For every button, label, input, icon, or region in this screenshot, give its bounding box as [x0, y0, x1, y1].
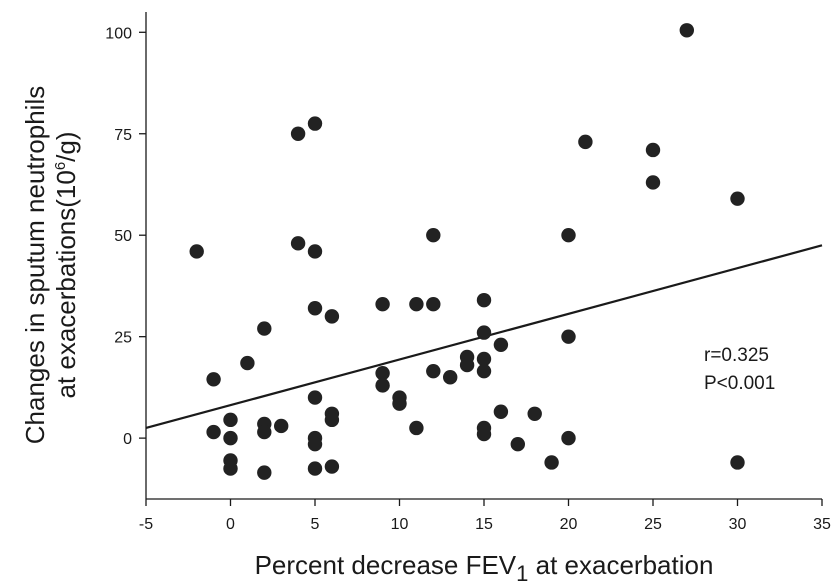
data-point [510, 437, 525, 452]
data-point [476, 426, 492, 442]
data-point [679, 23, 694, 38]
x-tick-label: 10 [391, 516, 409, 533]
data-point [392, 396, 407, 411]
x-tick-label: 0 [226, 516, 235, 533]
data-point [527, 406, 542, 421]
y-tick-label: 100 [105, 25, 132, 42]
x-tick-label: 15 [475, 516, 493, 533]
data-point [257, 465, 272, 480]
data-point [426, 228, 441, 243]
data-point [476, 351, 492, 367]
x-tick-label: 25 [644, 516, 662, 533]
data-point [223, 412, 238, 428]
data-point [493, 337, 509, 352]
data-point [223, 430, 238, 446]
data-point [324, 309, 340, 324]
data-point [189, 244, 204, 259]
y-tick-label: 25 [114, 330, 132, 347]
data-point [645, 142, 661, 158]
data-point [561, 228, 576, 243]
y-tick-label: 75 [114, 127, 132, 144]
correlation-annotation: r=0.325 [704, 345, 769, 366]
data-point [544, 455, 559, 470]
x-tick-label: 30 [729, 516, 747, 533]
x-axis-title: Percent decrease FEV1 at exacerbation [255, 550, 714, 585]
data-point [307, 244, 323, 259]
x-axis-ticks: -5 0 5 10 15 20 25 30 35 [139, 499, 831, 533]
data-point [645, 175, 661, 190]
data-point [409, 297, 424, 312]
data-point [459, 357, 475, 373]
data-point [476, 325, 492, 340]
x-tick-label: 35 [813, 516, 831, 533]
data-point [443, 370, 458, 385]
data-point [493, 404, 509, 419]
data-point [375, 365, 390, 381]
data-point [257, 321, 272, 336]
data-points [189, 23, 745, 480]
y-axis-title-line2: at exacerbations(106/g) [51, 131, 81, 398]
data-point [206, 372, 221, 387]
data-point [257, 424, 272, 440]
data-point [223, 461, 238, 476]
data-point [730, 191, 745, 206]
data-point [307, 461, 323, 476]
data-point [426, 363, 441, 379]
x-tick-label: 20 [560, 516, 578, 533]
data-point [730, 455, 745, 470]
data-point [324, 412, 340, 428]
data-point [307, 116, 323, 131]
data-point [274, 418, 289, 434]
y-tick-label: 50 [114, 228, 132, 245]
p-value-annotation: P<0.001 [704, 373, 775, 394]
data-point [561, 430, 576, 446]
data-point [324, 459, 340, 474]
data-point [375, 378, 390, 393]
data-point [307, 390, 323, 405]
data-point [290, 126, 306, 141]
data-point [561, 329, 576, 344]
x-tick-label: -5 [139, 516, 153, 533]
data-point [578, 134, 593, 150]
axes: -5 0 5 10 15 20 25 30 35 0 25 50 75 100 [105, 12, 831, 533]
data-point [240, 355, 255, 371]
y-axis-title-line1: Changes in sputum neutrophils [20, 86, 50, 444]
data-point [409, 420, 424, 436]
data-point [476, 292, 492, 308]
data-point [206, 424, 221, 440]
data-point [290, 236, 306, 251]
data-point [375, 297, 390, 312]
data-point [476, 363, 492, 379]
data-point [307, 437, 323, 452]
data-point [307, 301, 323, 316]
y-axis-ticks: 0 25 50 75 100 [105, 25, 146, 448]
x-tick-label: 5 [311, 516, 320, 533]
y-tick-label: 0 [123, 431, 132, 448]
data-point [426, 297, 441, 312]
